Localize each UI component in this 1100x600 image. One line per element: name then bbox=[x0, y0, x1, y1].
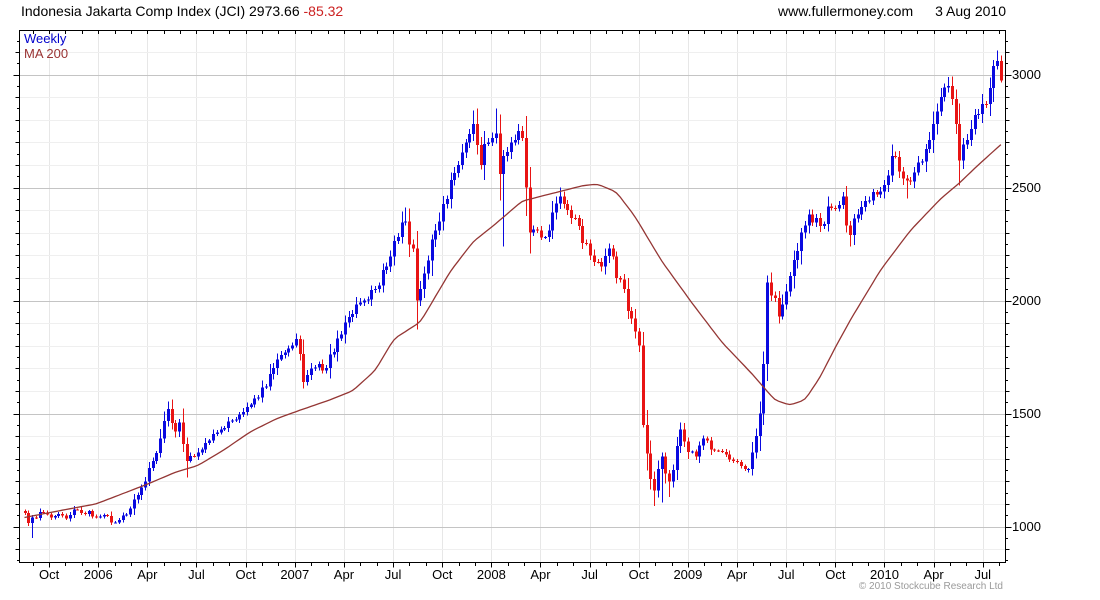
y-axis-labels: 1000 1500 2000 2500 3000 bbox=[1012, 67, 1041, 534]
header-right: www.fullermoney.com 3 Aug 2010 bbox=[778, 3, 1006, 19]
plot-border bbox=[19, 30, 1006, 563]
y-tick-label: 3000 bbox=[1012, 67, 1041, 82]
y-tick-label: 2500 bbox=[1012, 180, 1041, 195]
y-tick-label: 2000 bbox=[1012, 293, 1041, 308]
chart-legend: Weekly MA 200 bbox=[24, 31, 68, 61]
x-tick-label: Apr bbox=[530, 567, 551, 582]
chart-title: Indonesia Jakarta Comp Index (JCI) 2973.… bbox=[21, 3, 343, 19]
x-tick-label: Apr bbox=[334, 567, 355, 582]
legend-ma200-label: MA 200 bbox=[24, 46, 69, 61]
x-tick-label: Oct bbox=[236, 567, 257, 582]
x-axis-labels: Oct 2006 Apr Jul Oct 2007 Apr Jul Oct 2008 Apr Jul O… bbox=[39, 567, 991, 582]
horizontal-gridlines bbox=[19, 52, 1006, 550]
ma200-line bbox=[24, 144, 1002, 519]
chart-title-text: Indonesia Jakarta Comp Index (JCI) 2973.… bbox=[21, 3, 300, 19]
x-tick-label: Oct bbox=[825, 567, 846, 582]
x-tick-label: Oct bbox=[432, 567, 453, 582]
x-tick-label: Jul bbox=[385, 567, 402, 582]
x-tick-label: 2009 bbox=[673, 567, 702, 582]
x-tick-label: Oct bbox=[39, 567, 60, 582]
website-label: www.fullermoney.com bbox=[778, 3, 914, 19]
x-tick-label: Jul bbox=[778, 567, 795, 582]
x-tick-label: 2007 bbox=[280, 567, 309, 582]
x-tick-label: Oct bbox=[629, 567, 650, 582]
legend-weekly-label: Weekly bbox=[24, 31, 67, 46]
x-tick-label: 2010 bbox=[870, 567, 899, 582]
candlesticks bbox=[24, 50, 1003, 538]
x-tick-label: 2006 bbox=[84, 567, 113, 582]
y-tick-label: 1500 bbox=[1012, 406, 1041, 421]
vertical-gridlines bbox=[49, 30, 984, 563]
x-tick-label: Jul bbox=[974, 567, 991, 582]
x-tick-label: Apr bbox=[137, 567, 158, 582]
chart-change-value: -85.32 bbox=[303, 3, 344, 19]
x-tick-label: Apr bbox=[727, 567, 748, 582]
x-tick-label: Jul bbox=[581, 567, 598, 582]
y-tick-label: 1000 bbox=[1012, 519, 1041, 534]
x-tick-label: 2008 bbox=[477, 567, 506, 582]
axis-ticks bbox=[13, 30, 1012, 568]
copyright-label: © 2010 Stockcube Research Ltd bbox=[858, 581, 1003, 592]
ma200-path bbox=[24, 144, 1002, 519]
x-tick-label: Jul bbox=[188, 567, 205, 582]
x-tick-label: Apr bbox=[924, 567, 945, 582]
date-label: 3 Aug 2010 bbox=[935, 3, 1006, 19]
